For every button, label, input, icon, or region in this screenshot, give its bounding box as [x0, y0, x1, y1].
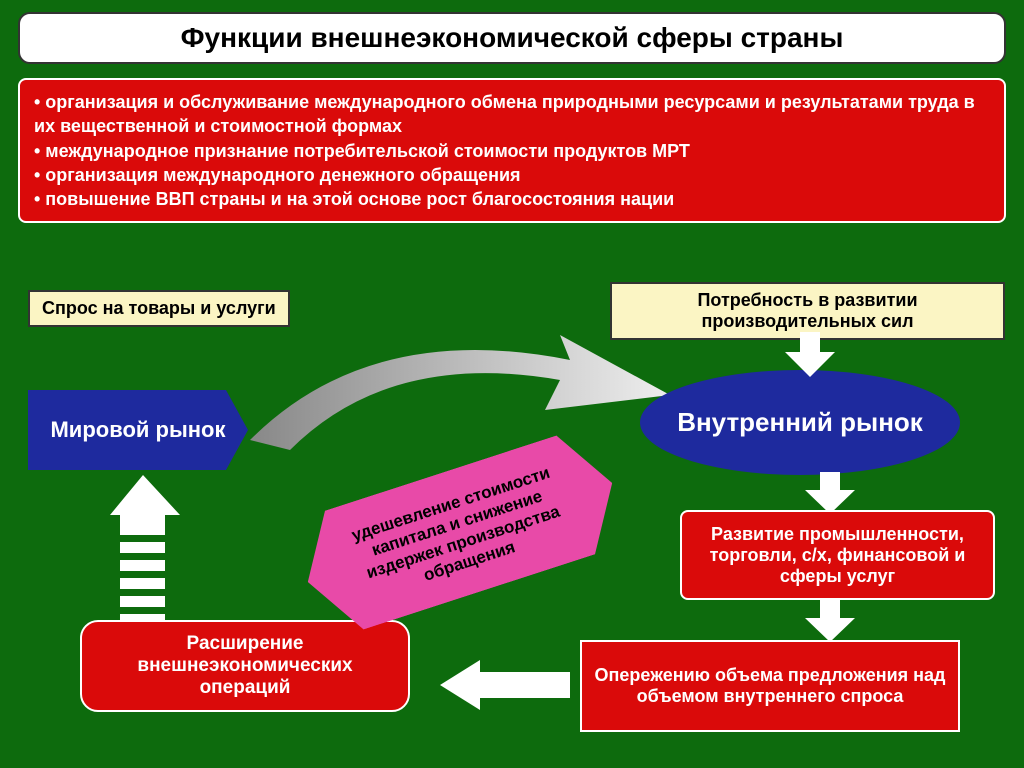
bullet-3: • организация международного денежного о…	[34, 163, 990, 187]
arrow-inner-to-dev	[800, 472, 860, 514]
supply-node: Опережению объема предложения над объемо…	[580, 640, 960, 732]
inner-market-node: Внутренний рынок	[640, 370, 960, 475]
bullet-1: • организация и обслуживание международн…	[34, 90, 990, 139]
development-node: Развитие промышленности, торговли, с/х, …	[680, 510, 995, 600]
page-title: Функции внешнеэкономической сферы страны	[18, 12, 1006, 64]
arrow-supply-to-operations	[440, 660, 570, 710]
functions-bullets: • организация и обслуживание международн…	[18, 78, 1006, 223]
bullet-4: • повышение ВВП страны и на этой основе …	[34, 187, 990, 211]
world-market-node: Мировой рынок	[28, 390, 248, 470]
bullet-2: • международное признание потребительско…	[34, 139, 990, 163]
arrow-world-to-inner	[230, 310, 690, 470]
arrow-need-to-inner	[780, 332, 840, 377]
operations-node: Расширение внешнеэкономических операций	[80, 620, 410, 712]
arrow-operations-to-world	[110, 475, 180, 620]
arrow-dev-to-supply	[800, 600, 860, 642]
